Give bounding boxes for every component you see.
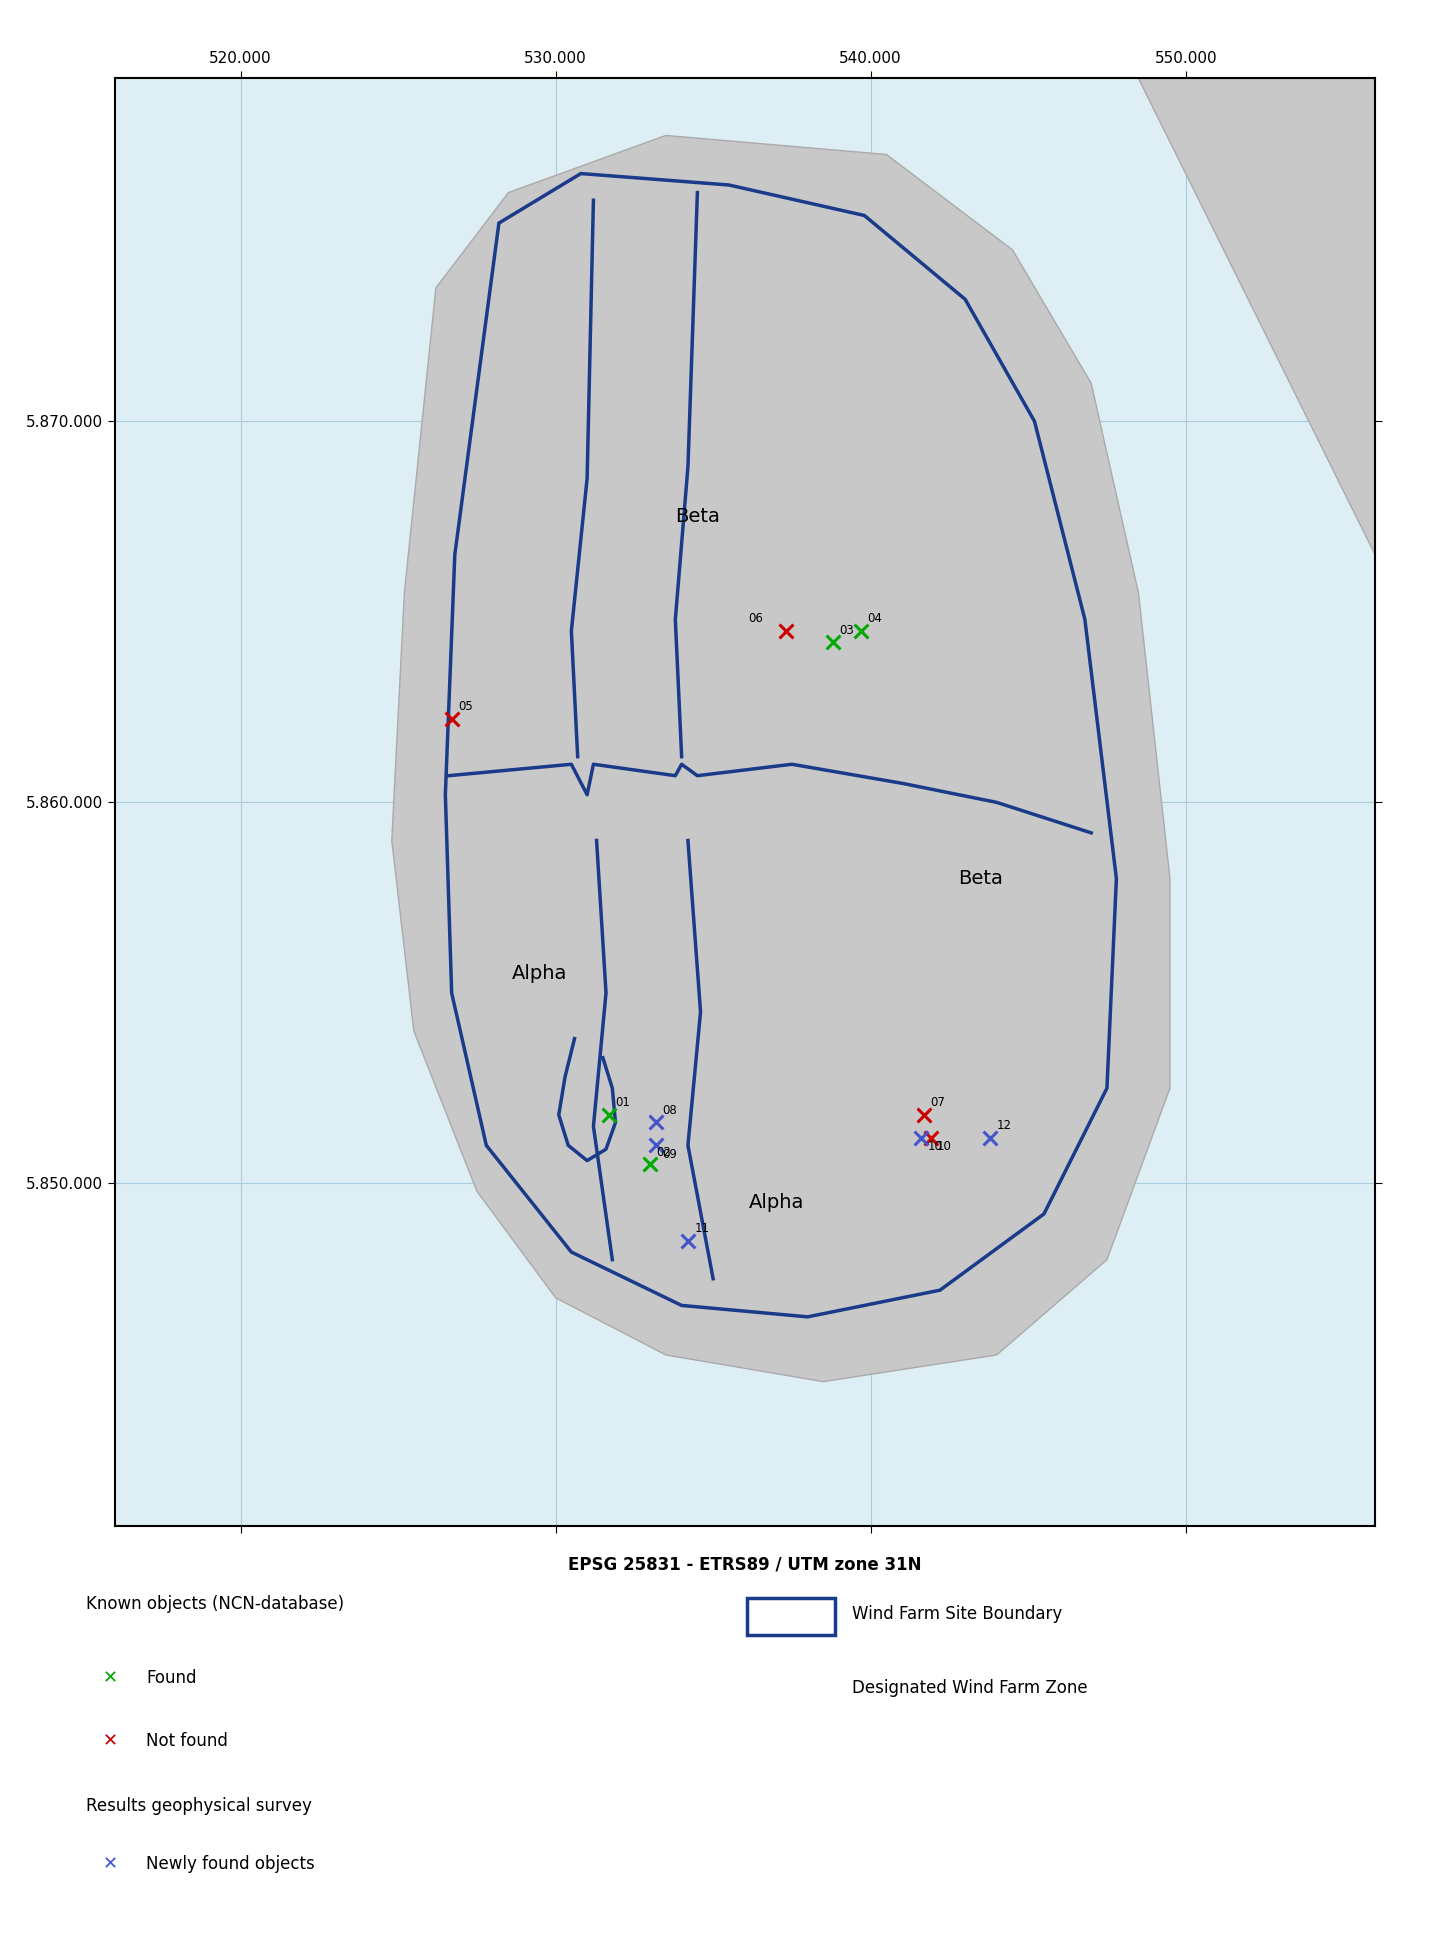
Point [849,614,872,646]
Bar [748,1599,835,1634]
Text: Results geophysical survey: Results geophysical survey [86,1797,312,1814]
Point [912,1100,935,1131]
Text: 10: 10 [937,1141,952,1153]
Text: Known objects (NCN-database): Known objects (NCN-database) [86,1595,344,1613]
Point [775,614,798,646]
Text: EPSG 25831 - ETRS89 / UTM zone 31N: EPSG 25831 - ETRS89 / UTM zone 31N [569,1556,921,1573]
Point [597,1100,620,1131]
Point [979,1121,1002,1153]
Point [909,1121,932,1153]
Text: 10: 10 [928,1141,942,1153]
Text: Alpha: Alpha [749,1194,803,1211]
Text: Wind Farm Site Boundary: Wind Farm Site Boundary [852,1605,1063,1622]
Text: ✕: ✕ [103,1855,119,1873]
Text: Beta: Beta [674,507,720,526]
Text: 02: 02 [656,1145,672,1159]
Point [676,1225,699,1256]
Point [644,1129,667,1161]
Text: Found: Found [146,1669,196,1687]
Point [919,1121,942,1153]
Text: 09: 09 [663,1147,677,1161]
Text: 04: 04 [868,613,882,624]
Text: 05: 05 [458,701,473,712]
Text: ✕: ✕ [103,1669,119,1687]
Text: Beta: Beta [958,869,1004,888]
Text: 03: 03 [839,624,853,636]
Text: 08: 08 [663,1104,677,1117]
Text: Newly found objects: Newly found objects [146,1855,315,1873]
Point [639,1149,662,1180]
Polygon shape [392,135,1170,1382]
Text: 06: 06 [748,613,763,624]
Text: ✕: ✕ [103,1732,119,1750]
Polygon shape [445,174,1117,1317]
Text: 01: 01 [616,1096,630,1110]
Text: 07: 07 [931,1096,945,1110]
Text: Alpha: Alpha [513,965,567,982]
Text: 11: 11 [695,1221,709,1235]
Point [440,703,463,734]
Point [822,626,845,658]
Polygon shape [1138,78,1375,554]
Point [644,1108,667,1139]
Text: Designated Wind Farm Zone: Designated Wind Farm Zone [852,1679,1088,1697]
Text: Not found: Not found [146,1732,228,1750]
Text: 12: 12 [997,1119,1011,1131]
